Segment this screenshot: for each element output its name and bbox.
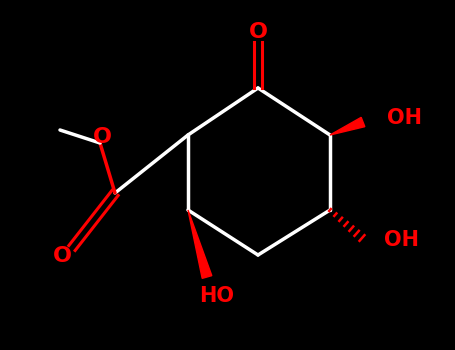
Text: HO: HO: [199, 286, 234, 306]
Polygon shape: [330, 117, 365, 135]
Text: O: O: [92, 127, 111, 147]
Text: O: O: [248, 22, 268, 42]
Text: O: O: [52, 246, 71, 266]
Polygon shape: [188, 210, 212, 278]
Text: OH: OH: [384, 230, 419, 250]
Text: OH: OH: [387, 108, 422, 128]
